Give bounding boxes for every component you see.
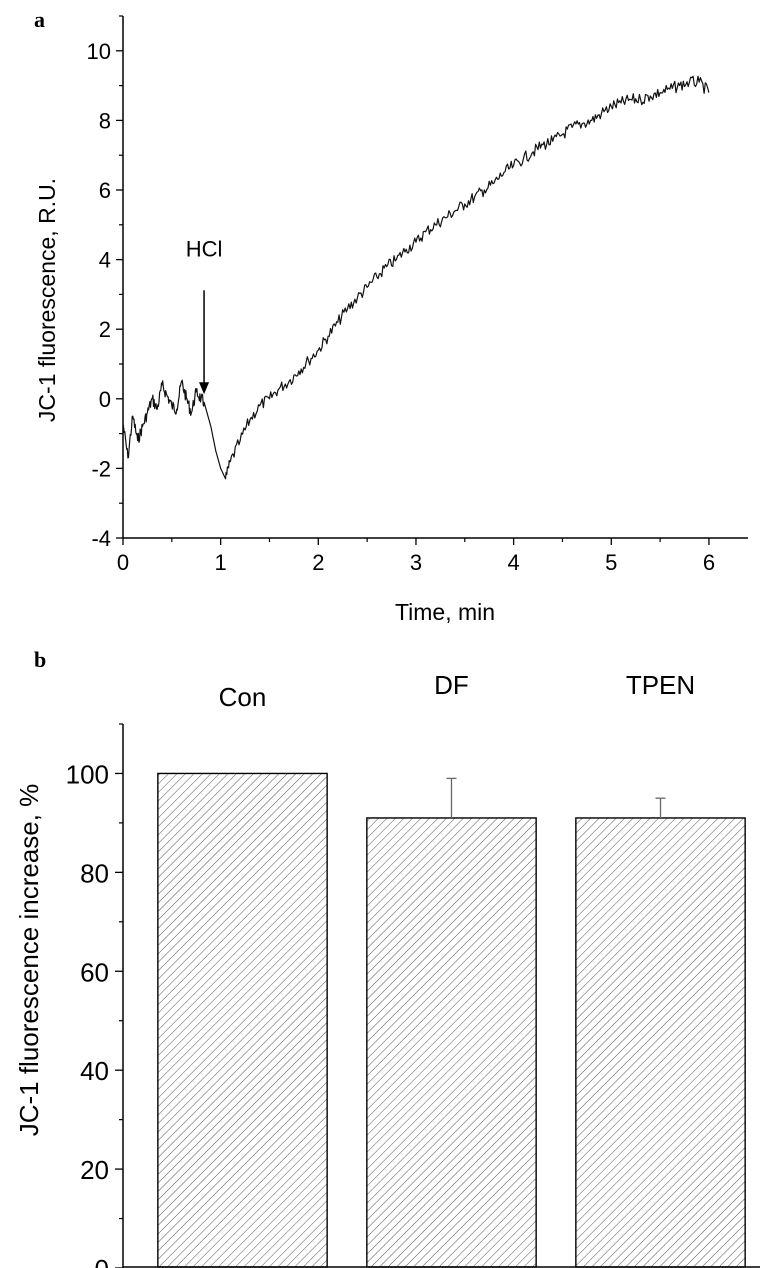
panel-b-category-label: DF [434,670,469,700]
panel-a-axes: 0 1 2 3 4 5 6 -4 -2 0 2 4 6 8 10 [87,15,748,575]
panel-a-y-tick-label: 2 [99,317,111,342]
panel-a-y-tick-label: -2 [91,456,111,481]
panel-a-y-tick-label: 8 [99,108,111,133]
panel-a-plot-area: HCl [122,75,710,480]
panel-b-label: b [34,647,46,672]
panel-b-y-axis-label: JC-1 fluorescence increase, % [14,784,44,1137]
panel-b-category-label: TPEN [626,670,695,700]
panel-b-bar [366,817,537,1268]
panel-a-y-tick-label: 0 [99,387,111,412]
panel-a-series-line [122,75,710,480]
panel-a-y-tick-label: 6 [99,178,111,203]
panel-b-y-tick-label: 80 [80,858,109,888]
panel-a-x-tick-label: 4 [508,550,520,575]
panel-b-y-tick-label: 20 [80,1155,109,1185]
panel-a-annotation-arrowhead [199,382,210,395]
panel-a: a 0 1 2 3 4 5 6 -4 -2 0 2 4 6 8 10 HCl Time, min JC-1 … [34,7,748,625]
panel-b-y-tick-label: 40 [80,1056,109,1086]
panel-a-x-tick-label: 2 [312,550,324,575]
panel-a-y-tick-label: 4 [99,248,111,273]
panel-a-y-tick-label: -4 [91,526,111,551]
panel-b: b 0 20 40 60 80 100 Con DF TPEN JC-1 fluorescen… [14,647,760,1268]
panel-b-y-tick-label: 100 [66,759,109,789]
panel-a-y-axis-label: JC-1 fluorescence, R.U. [34,178,60,422]
panel-a-x-tick-label: 0 [117,550,129,575]
panel-a-x-axis-label: Time, min [395,599,495,625]
panel-b-y-tick-label: 0 [95,1254,109,1268]
panel-b-y-tick-label: 60 [80,957,109,987]
panel-a-x-tick-label: 3 [410,550,422,575]
panel-a-x-tick-label: 1 [215,550,227,575]
panel-a-label: a [34,7,45,32]
panel-b-plot-area: Con DF TPEN [157,670,746,1268]
panel-b-bar [157,772,328,1268]
panel-b-bar [575,817,746,1268]
panel-a-y-tick-label: 10 [87,39,111,64]
panel-a-x-tick-label: 5 [605,550,617,575]
panel-b-category-label: Con [219,682,267,712]
panel-a-annotation-label: HCl [186,236,223,261]
panel-a-x-tick-label: 6 [703,550,715,575]
